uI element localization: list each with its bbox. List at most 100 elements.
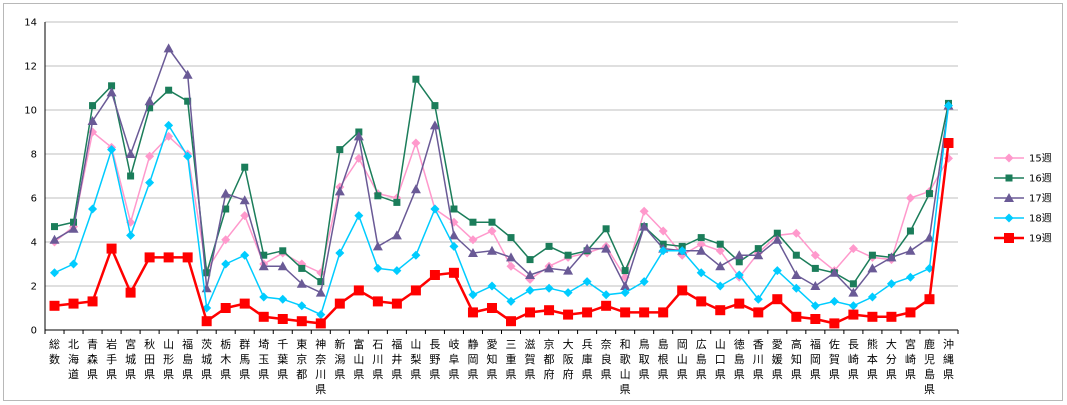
data-point <box>336 146 344 154</box>
data-point <box>317 278 325 286</box>
x-tick-label: 青森県 <box>87 338 98 381</box>
data-point <box>715 261 726 271</box>
data-point <box>848 309 859 320</box>
data-point <box>70 218 78 226</box>
x-tick-label: 三重県 <box>506 338 517 381</box>
data-point <box>69 259 79 269</box>
x-tick-label: 群馬県 <box>239 337 250 381</box>
x-tick-label: 熊本県 <box>867 337 878 381</box>
data-point <box>296 278 307 288</box>
data-point <box>68 223 79 233</box>
data-point <box>259 292 269 302</box>
chart-frame <box>3 3 1063 401</box>
x-tick-label: 福岡県 <box>810 337 821 381</box>
x-tick-label: 千葉県 <box>277 338 288 381</box>
data-point <box>279 247 287 255</box>
x-tick-label: 北海道 <box>68 338 79 381</box>
data-point <box>412 75 420 83</box>
data-point <box>334 186 345 196</box>
data-point <box>772 266 782 276</box>
data-point <box>49 300 60 311</box>
y-tick-label: 10 <box>24 106 37 117</box>
data-point <box>868 251 876 259</box>
data-point <box>791 283 801 293</box>
data-point <box>316 310 326 320</box>
data-point <box>696 239 706 249</box>
data-point <box>296 316 307 327</box>
x-tick-label: 島根県 <box>658 337 669 381</box>
x-tick-label: 鳥取県 <box>639 337 650 381</box>
data-point <box>411 138 421 148</box>
legend-label: 15週 <box>1029 153 1052 165</box>
data-point <box>258 311 269 322</box>
data-point <box>810 314 821 324</box>
data-point <box>182 252 193 263</box>
data-point <box>772 234 783 244</box>
data-point <box>164 120 174 130</box>
data-point <box>696 296 707 307</box>
series-line <box>54 105 950 316</box>
data-point <box>601 300 612 311</box>
data-point <box>277 314 288 324</box>
legend-marker <box>1004 153 1014 163</box>
data-point <box>811 264 819 272</box>
data-point <box>448 267 459 278</box>
data-point <box>753 307 764 318</box>
x-tick-label: 山梨県 <box>410 338 421 381</box>
x-tick-label: 鹿児島県 <box>924 337 935 396</box>
data-point <box>544 283 554 293</box>
data-point <box>203 269 211 277</box>
x-tick-label: 愛知県 <box>486 338 497 381</box>
data-point <box>391 230 402 240</box>
data-point <box>163 43 174 53</box>
data-point <box>829 318 840 329</box>
data-point <box>184 97 192 105</box>
x-tick-label: 福井県 <box>391 337 402 381</box>
data-point <box>429 270 440 280</box>
data-point <box>145 151 155 161</box>
data-point <box>126 230 136 240</box>
x-tick-label: 富山県 <box>353 337 364 381</box>
series-4 <box>50 101 953 320</box>
data-point <box>372 241 383 251</box>
x-tick-label: 福島県 <box>182 337 193 381</box>
data-point <box>165 86 173 94</box>
data-point <box>354 153 364 163</box>
x-tick-label: 埼玉県 <box>258 337 269 381</box>
x-tick-label: 石川県 <box>372 338 383 381</box>
data-point <box>315 287 326 297</box>
data-point <box>372 296 383 307</box>
data-point <box>677 246 687 256</box>
data-point <box>753 294 763 304</box>
legend-marker <box>1004 233 1014 243</box>
data-point <box>639 221 650 231</box>
legend-label: 16週 <box>1029 173 1052 185</box>
legend-label: 19週 <box>1029 233 1052 245</box>
x-tick-label: 山口県 <box>715 338 726 381</box>
data-point <box>620 281 631 290</box>
data-point <box>220 303 231 313</box>
data-point <box>734 250 745 260</box>
data-point <box>639 206 649 216</box>
data-point <box>507 234 515 242</box>
data-point <box>374 192 382 200</box>
x-tick-label: 佐賀県 <box>829 337 840 381</box>
x-tick-label: 京都府 <box>544 337 555 381</box>
data-point <box>221 235 231 245</box>
data-point <box>239 195 250 205</box>
data-point <box>221 259 231 269</box>
data-point <box>943 101 953 111</box>
data-point <box>410 184 421 194</box>
data-point <box>241 163 249 171</box>
data-point <box>715 305 726 316</box>
x-tick-label: 大分県 <box>886 337 897 381</box>
data-point <box>106 243 117 254</box>
data-point <box>298 264 306 272</box>
data-point <box>791 228 801 238</box>
data-point <box>525 307 536 318</box>
data-point <box>68 298 79 309</box>
data-point <box>867 311 878 322</box>
x-tick-label: 新潟県 <box>334 337 345 381</box>
series-lines <box>49 43 954 329</box>
